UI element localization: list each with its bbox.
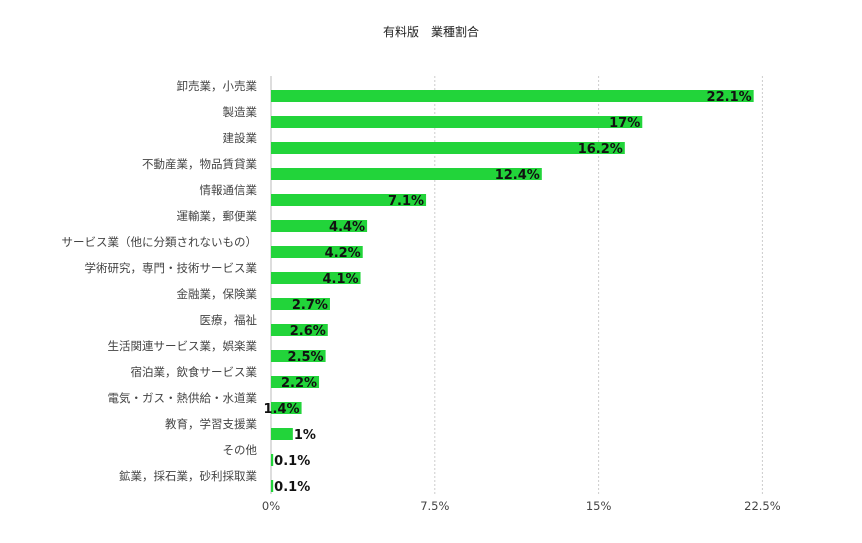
bar [271,246,363,258]
category-label: 建設業 [223,131,258,145]
value-label: 2.6% [290,324,326,339]
bar [271,142,625,154]
category-label: 宿泊業，飲食サービス業 [131,365,258,379]
category-label: 電気・ガス・熱供給・水道業 [108,391,258,405]
bar [271,272,361,284]
category-label: 生活関連サービス業，娯楽業 [108,339,258,353]
bar [271,116,643,128]
category-label: 医療，福祉 [200,313,258,327]
value-label: 4.1% [322,272,358,287]
bar [271,402,302,414]
value-label: 2.7% [292,298,328,313]
value-label: 16.2% [578,142,623,157]
value-label: 2.2% [281,376,317,391]
category-label: その他 [223,443,258,457]
category-label: 鉱業，採石業，砂利採取業 [119,469,257,483]
bar [271,454,274,466]
value-label: 1% [294,428,316,443]
bar [271,480,274,492]
x-tick-label: 15% [586,499,612,513]
bar [271,90,754,102]
bar [271,350,326,362]
x-tick-label: 7.5% [420,499,449,513]
x-tick-label: 0% [262,499,280,513]
category-label: 不動産業，物品賃貸業 [142,157,257,171]
value-label: 22.1% [707,90,752,105]
category-label: サービス業（他に分類されないもの） [62,235,258,249]
category-label: 運輸業，郵便業 [177,209,258,223]
value-label: 4.4% [329,220,365,235]
value-label: 12.4% [495,168,540,183]
value-label: 17% [609,116,640,131]
chart-title: 有料版 業種割合 [382,25,479,39]
bar [271,220,368,232]
bar [271,428,293,440]
x-tick-label: 22.5% [744,499,781,513]
value-label: 1.4% [264,402,300,417]
value-label: 7.1% [388,194,424,209]
value-label: 2.5% [288,350,324,365]
bar [271,376,320,388]
value-label: 0.1% [274,480,310,495]
category-label: 金融業，保険業 [177,287,258,301]
category-label: 製造業 [223,105,258,119]
category-label: 教育，学習支援業 [165,417,257,431]
bar [271,194,427,206]
category-label: 情報通信業 [200,183,258,197]
bar [271,324,328,336]
bar [271,168,542,180]
bar [271,298,330,310]
value-label: 4.2% [325,246,361,261]
value-label: 0.1% [274,454,310,469]
category-label: 学術研究，専門・技術サービス業 [85,261,258,275]
category-label: 卸売業，小売業 [177,79,258,93]
